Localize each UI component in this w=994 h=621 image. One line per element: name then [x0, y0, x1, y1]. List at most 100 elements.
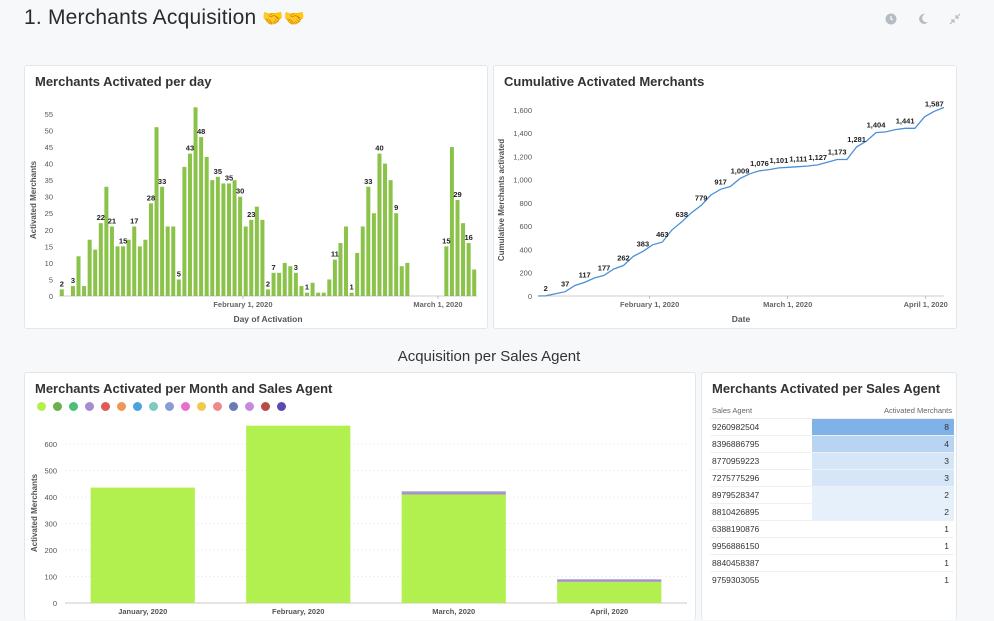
table-row[interactable]: 8396886795 4	[710, 434, 954, 452]
legend-swatch[interactable]	[261, 402, 270, 411]
bar-data-label: 29	[453, 190, 461, 199]
bar	[265, 289, 271, 296]
y-tick-label: 45	[45, 143, 53, 152]
legend-swatch[interactable]	[85, 402, 94, 411]
bar	[87, 239, 92, 296]
bar	[109, 226, 114, 296]
bar	[338, 243, 343, 296]
table-row[interactable]: 7275775296 3	[710, 468, 954, 486]
agent-id-cell: 9759303055	[710, 570, 812, 588]
bar	[82, 286, 87, 296]
legend-swatch[interactable]	[229, 402, 238, 411]
activated-count-cell: 2	[811, 502, 954, 520]
activated-count-cell: 2	[811, 485, 954, 503]
legend-swatch[interactable]	[69, 402, 78, 411]
legend-swatch[interactable]	[197, 402, 206, 411]
point-data-label: 1,111	[789, 155, 807, 164]
y-tick-label: 5	[49, 275, 53, 284]
bar	[321, 292, 326, 296]
bar	[388, 180, 393, 296]
point-data-label: 117	[579, 270, 591, 279]
agents-table-title: Merchants Activated per Sales Agent	[712, 381, 941, 396]
bar	[187, 153, 192, 296]
point-data-label: 463	[656, 230, 669, 239]
col-header-agent[interactable]: Sales Agent	[712, 405, 753, 415]
point-data-label: 262	[617, 254, 630, 263]
bar-data-label: 2	[266, 279, 270, 288]
table-row[interactable]: 8810426895 2	[710, 502, 954, 520]
legend-swatch[interactable]	[37, 402, 46, 411]
bar	[98, 223, 103, 296]
bar	[310, 282, 315, 296]
y-tick-label: 300	[44, 520, 57, 529]
legend-swatch[interactable]	[213, 402, 222, 411]
table-row[interactable]: 8840458387 1	[710, 553, 954, 571]
bar-data-label: 17	[130, 216, 138, 225]
bar	[366, 186, 371, 296]
legend-swatch[interactable]	[53, 402, 62, 411]
moon-icon[interactable]	[916, 12, 930, 26]
agents-table: Sales Agent Activated Merchants 92609825…	[710, 403, 954, 588]
activated-count-cell: 4	[811, 434, 954, 452]
agent-id-cell: 8396886795	[710, 434, 812, 452]
activated-count-cell: 8	[811, 417, 954, 435]
bar	[360, 226, 365, 296]
bar-data-label: 30	[236, 187, 244, 196]
stacked-bar-segment	[557, 579, 662, 580]
clock-icon[interactable]	[884, 12, 898, 26]
monthly-chart-panel: Merchants Activated per Month and Sales …	[24, 372, 696, 620]
monthly-chart-title: Merchants Activated per Month and Sales …	[35, 381, 333, 396]
y-tick-label: 20	[45, 226, 53, 235]
y-tick-label: 40	[45, 160, 53, 169]
activated-count-cell: 1	[811, 536, 954, 554]
bar	[176, 279, 181, 296]
bar	[461, 223, 466, 296]
table-row[interactable]: 9260982504 8	[710, 417, 954, 435]
y-tick-label: 0	[53, 599, 57, 608]
collapse-icon[interactable]	[948, 12, 962, 26]
table-row[interactable]: 8979528347 2	[710, 485, 954, 503]
bar	[288, 266, 293, 296]
bar-data-label: 23	[247, 210, 255, 219]
daily-chart-panel: Merchants Activated per day 0 5 10 15 20 25 30…	[24, 65, 655, 329]
legend-swatch[interactable]	[181, 402, 190, 411]
bar-data-label: 5	[177, 269, 181, 278]
bar	[260, 219, 265, 296]
table-row[interactable]: 9759303055 1	[710, 570, 954, 588]
bar-data-label: 2	[60, 279, 64, 288]
x-tick-label: April 1, 2020	[904, 300, 948, 309]
bar	[472, 269, 477, 296]
y-tick-label: 400	[519, 245, 532, 254]
y-tick-label: 1,400	[513, 129, 532, 138]
legend-swatch[interactable]	[277, 402, 286, 411]
legend-swatch[interactable]	[101, 402, 110, 411]
bar	[449, 147, 454, 296]
stacked-bar-segment	[557, 579, 662, 582]
legend-swatch[interactable]	[149, 402, 158, 411]
x-tick-label: April, 2020	[590, 607, 628, 616]
col-header-count[interactable]: Activated Merchants	[884, 405, 952, 415]
legend-swatch[interactable]	[165, 402, 174, 411]
table-row[interactable]: 9956886150 1	[710, 536, 954, 554]
bar	[148, 203, 153, 296]
bar	[277, 272, 282, 296]
y-tick-label: 0	[49, 292, 53, 301]
legend-swatch[interactable]	[133, 402, 142, 411]
agent-id-cell: 8770959223	[710, 451, 812, 469]
point-data-label: 1,173	[828, 148, 847, 157]
table-row[interactable]: 6388190876 1	[710, 519, 954, 537]
stacked-bar-segment	[246, 425, 351, 603]
bar-data-label: 11	[331, 250, 339, 259]
y-tick-label: 25	[45, 209, 53, 218]
table-row[interactable]: 8770959223 3	[710, 451, 954, 469]
y-tick-label: 30	[45, 193, 53, 202]
agent-id-cell: 9956886150	[710, 536, 812, 554]
bar	[344, 226, 349, 296]
y-tick-label: 200	[519, 269, 532, 278]
bar-data-label: 1	[305, 283, 309, 292]
agent-id-cell: 8810426895	[710, 502, 812, 520]
bar	[93, 249, 98, 296]
point-data-label: 1,587	[925, 99, 944, 108]
legend-swatch[interactable]	[245, 402, 254, 411]
legend-swatch[interactable]	[117, 402, 126, 411]
